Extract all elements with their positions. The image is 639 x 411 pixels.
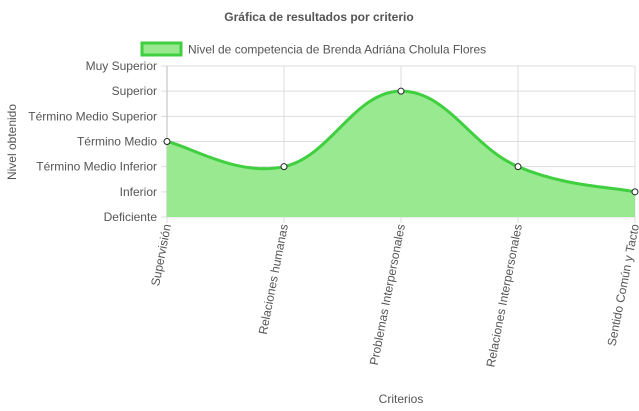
data-point[interactable]	[163, 138, 171, 145]
data-points	[163, 87, 639, 196]
y-tick-label: Muy Superior	[86, 59, 157, 73]
data-point[interactable]	[514, 163, 522, 171]
x-tick-label: Relaciones humanas	[256, 223, 291, 336]
x-axis-label: Criterios	[379, 392, 424, 406]
x-tick-label: Sentido Común y Tacto	[605, 223, 639, 348]
y-axis-ticks: Deficiente Inferior Término Medio Inferior…	[28, 59, 157, 224]
y-tick-label: Término Medio Superior	[28, 109, 157, 123]
legend-swatch	[140, 41, 183, 57]
legend-label: Nivel de competencia de Brenda Adriána C…	[188, 43, 486, 57]
data-point[interactable]	[280, 163, 288, 171]
y-tick-label: Inferior	[120, 185, 157, 199]
y-tick-label: Término Medio	[77, 135, 157, 149]
y-axis-label: Nivel obtenido	[5, 104, 19, 180]
x-axis-ticks: Supervisión Relaciones humanas Problemas I…	[148, 223, 639, 369]
series-area	[166, 89, 636, 217]
y-tick-label: Superior	[112, 84, 157, 98]
chart-title: Gráfica de resultados por criterio	[224, 10, 413, 24]
x-tick-label: Relaciones Interpersonales	[483, 223, 524, 368]
data-point[interactable]	[631, 188, 639, 196]
data-point[interactable]	[397, 87, 405, 95]
y-tick-label: Término Medio Inferior	[36, 160, 157, 174]
x-tick-label: Problemas Interpersonales	[367, 223, 408, 366]
legend[interactable]: Nivel de competencia de Brenda Adriána C…	[140, 41, 486, 57]
y-tick-label: Deficiente	[104, 210, 158, 224]
series-fill	[167, 91, 635, 217]
x-tick-label: Supervisión	[148, 223, 174, 287]
